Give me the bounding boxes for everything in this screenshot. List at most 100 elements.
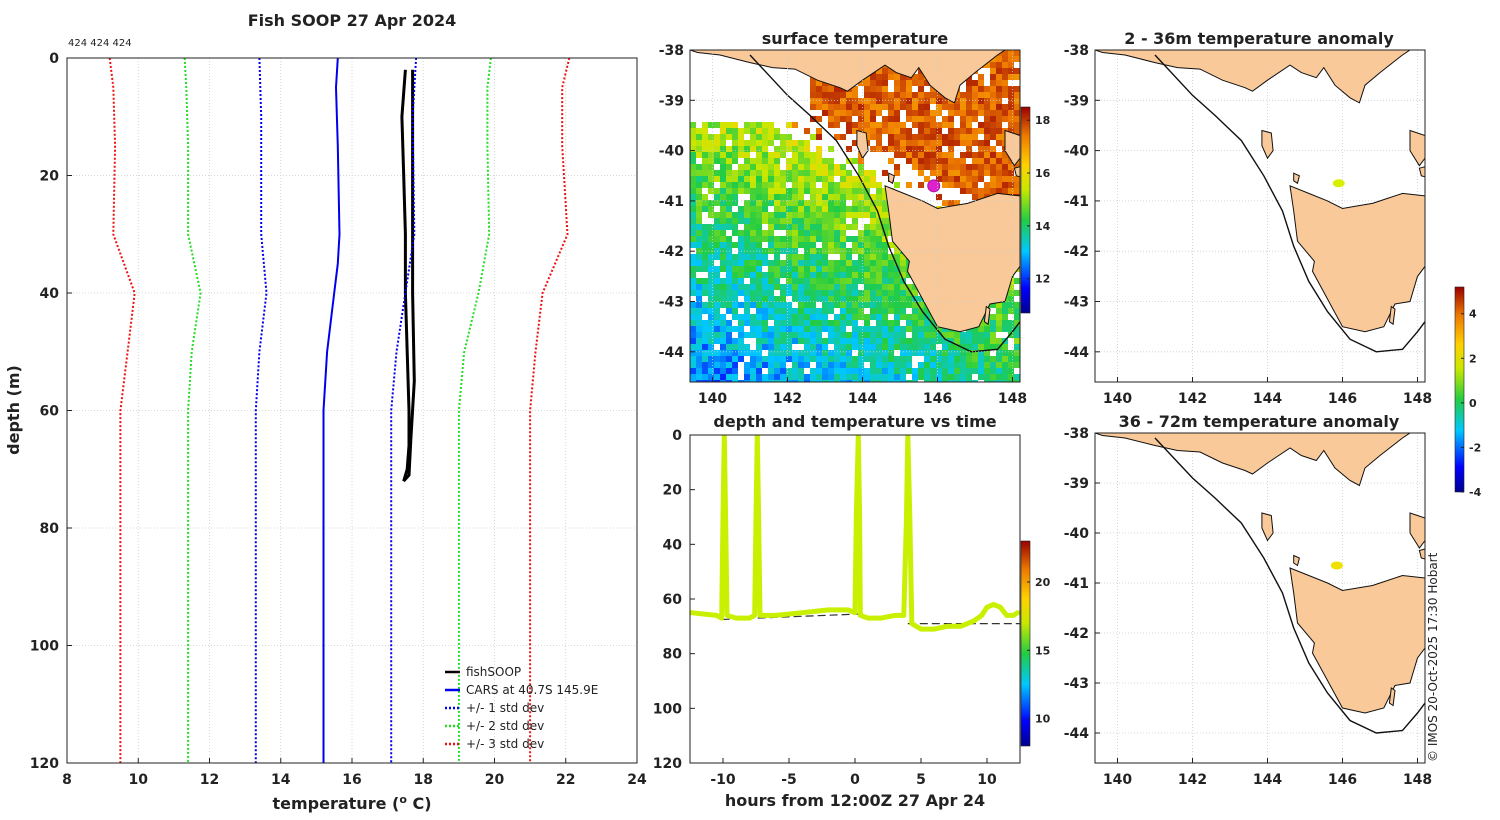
sst-cell	[864, 344, 870, 350]
sst-cell	[738, 146, 744, 152]
sst-cell	[894, 86, 900, 92]
sst-cell	[930, 320, 936, 326]
sst-cell	[894, 260, 900, 266]
sst-cell	[726, 356, 732, 362]
sst-cell	[900, 374, 906, 380]
sst-cell	[882, 368, 888, 374]
sst-cell	[774, 182, 780, 188]
sst-cell	[930, 110, 936, 116]
sst-cell	[990, 104, 996, 110]
sst-cell	[870, 326, 876, 332]
sst-cell	[972, 362, 978, 368]
sst-cell	[840, 188, 846, 194]
sst-cell	[942, 134, 948, 140]
sst-cell	[990, 74, 996, 80]
sst-cell	[834, 302, 840, 308]
sst-cell	[786, 224, 792, 230]
sst-cell	[732, 128, 738, 134]
sst-cell	[1008, 290, 1014, 296]
sst-cell	[780, 308, 786, 314]
sst-cell	[780, 356, 786, 362]
sst-cell	[840, 278, 846, 284]
sst-cell	[918, 320, 924, 326]
sst-cell	[972, 356, 978, 362]
sst-cell	[858, 296, 864, 302]
sst-cell	[756, 380, 762, 382]
sst-cell	[930, 98, 936, 104]
sst-cell	[888, 128, 894, 134]
sst-cell	[1002, 74, 1008, 80]
sst-cell	[900, 356, 906, 362]
sst-cell	[732, 188, 738, 194]
sst-cell	[954, 362, 960, 368]
sst-cell	[840, 302, 846, 308]
sst-cell	[852, 206, 858, 212]
sst-cell	[966, 152, 972, 158]
sst-cell	[702, 338, 708, 344]
sst-cell	[714, 374, 720, 380]
sst-cell	[996, 74, 1002, 80]
sst-cell	[900, 290, 906, 296]
sst-cell	[696, 182, 702, 188]
sst-cell	[840, 236, 846, 242]
profile-series-line	[400, 69, 416, 483]
sst-cell	[822, 200, 828, 206]
sst-cell	[894, 92, 900, 98]
sst-cell	[870, 122, 876, 128]
anomaly-top-land-capeBarren	[1418, 166, 1425, 178]
sst-cell	[714, 122, 720, 128]
sst-cell	[798, 290, 804, 296]
sst-cell	[756, 194, 762, 200]
sst-cell	[840, 224, 846, 230]
sst-cell	[762, 344, 768, 350]
sst-cell	[720, 212, 726, 218]
profile-ytick-label: 20	[40, 169, 60, 185]
sst-cell	[798, 230, 804, 236]
sst-cell	[1008, 50, 1014, 56]
sst-cell	[702, 290, 708, 296]
sst-cell	[996, 350, 1002, 356]
sst-cell	[894, 356, 900, 362]
sst-cell	[876, 242, 882, 248]
sst-cell	[744, 332, 750, 338]
sst-cell	[876, 230, 882, 236]
sst-cell	[792, 140, 798, 146]
sst-cell	[822, 158, 828, 164]
sst-cell	[978, 356, 984, 362]
sst-cell	[888, 122, 894, 128]
sst-cell	[690, 302, 696, 308]
sst-cell	[786, 320, 792, 326]
sst-cell	[858, 260, 864, 266]
sst-cell	[900, 344, 906, 350]
sst-cell	[900, 380, 906, 382]
sst-cell	[978, 368, 984, 374]
sst-cell	[822, 236, 828, 242]
sst-cell	[810, 266, 816, 272]
surface-colorbar-label: 18	[1035, 114, 1050, 127]
sst-cell	[864, 80, 870, 86]
sst-cell	[960, 374, 966, 380]
sst-cell	[864, 242, 870, 248]
sst-cell	[1002, 350, 1008, 356]
sst-cell	[780, 350, 786, 356]
sst-cell	[942, 176, 948, 182]
sst-cell	[852, 86, 858, 92]
profile-ytick-label: 60	[40, 404, 60, 420]
sst-cell	[810, 230, 816, 236]
sst-cell	[930, 158, 936, 164]
sst-cell	[750, 146, 756, 152]
sst-cell	[756, 242, 762, 248]
sst-cell	[732, 380, 738, 382]
sst-cell	[768, 122, 774, 128]
sst-cell	[792, 338, 798, 344]
sst-cell	[1014, 122, 1020, 128]
sst-cell	[990, 152, 996, 158]
sst-cell	[690, 356, 696, 362]
sst-cell	[888, 110, 894, 116]
profile-series-line	[254, 57, 268, 763]
profile-xtick-label: 22	[556, 772, 575, 788]
sst-cell	[732, 200, 738, 206]
sst-cell	[930, 134, 936, 140]
sst-cell	[990, 314, 996, 320]
sst-cell	[816, 272, 822, 278]
